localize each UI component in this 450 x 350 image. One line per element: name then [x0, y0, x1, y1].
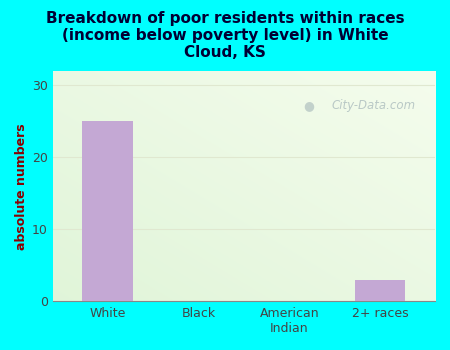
Y-axis label: absolute numbers: absolute numbers — [15, 123, 28, 250]
Bar — [82, 121, 132, 301]
Text: City-Data.com: City-Data.com — [332, 99, 416, 112]
Bar — [356, 280, 405, 301]
Text: Breakdown of poor residents within races
(income below poverty level) in White
C: Breakdown of poor residents within races… — [46, 10, 404, 60]
Text: ●: ● — [303, 99, 315, 112]
